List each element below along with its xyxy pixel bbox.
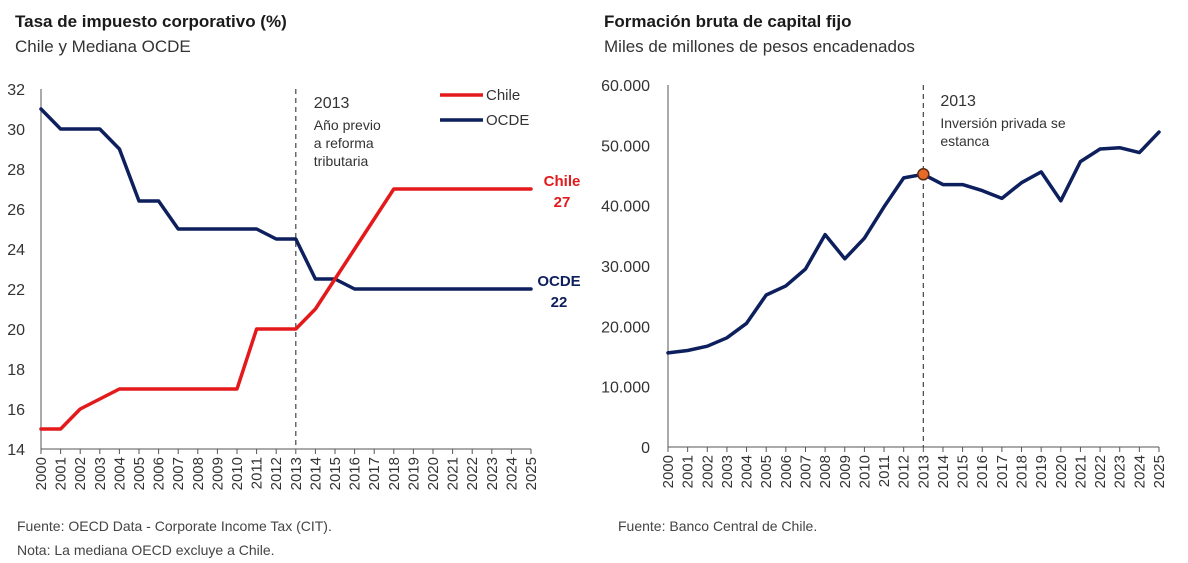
fbcf-x-tick-label: 2016	[974, 455, 991, 488]
fbcf-x-tick-label: 2025	[1151, 455, 1168, 488]
left-chart-title: Tasa de impuesto corporativo (%)	[15, 12, 287, 31]
tax-x-tick-label: 2012	[268, 457, 285, 490]
fbcf-annotation-text: estanca	[940, 133, 989, 149]
tax-y-tick-label: 30	[7, 122, 25, 139]
tax-x-tick-label: 2008	[190, 457, 207, 490]
fbcf-y-tick-label: 0	[641, 440, 650, 457]
tax-x-tick-label: 2011	[249, 457, 266, 489]
tax-y-tick-label: 14	[7, 442, 25, 459]
fbcf-annotation-text: Inversión privada se	[940, 115, 1066, 131]
tax-x-tick-label: 2006	[151, 457, 168, 490]
chile-series-line	[39, 187, 533, 431]
fbcf-x-tick-label: 2014	[935, 455, 952, 488]
fbcf-x-tick-label: 2015	[955, 455, 972, 488]
tax-y-tick-label: 16	[7, 402, 25, 419]
left-footnote: Nota: La mediana OECD excluye a Chile.	[17, 542, 275, 558]
fbcf-x-tick-label: 2024	[1131, 455, 1148, 488]
ocde-end-name: OCDE	[537, 273, 580, 290]
fbcf-x-tick-label: 2011	[876, 455, 893, 487]
chile-end-name: Chile	[544, 173, 581, 190]
tax-x-tick-label: 2018	[386, 457, 403, 490]
chile-end-value: 27	[554, 194, 571, 211]
fbcf-x-tick-label: 2004	[739, 455, 756, 488]
capital-formation-chart: 0 10.000 20.000 30.000 40.000 50.000 60.000 200…	[601, 78, 1168, 488]
tax-annotation-text: a reforma	[314, 135, 374, 151]
fbcf-x-tick-label: 2001	[680, 455, 697, 488]
tax-x-tick-label: 2009	[209, 457, 226, 490]
tax-x-tick-label: 2016	[347, 457, 364, 490]
fbcf-x-tick-label: 2009	[837, 455, 854, 488]
tax-annotation-year: 2013	[314, 95, 350, 112]
tax-y-tick-label: 20	[7, 322, 25, 339]
fbcf-2013-marker	[917, 168, 930, 181]
tax-x-tick-label: 2019	[405, 457, 422, 490]
tax-x-tick-label: 2021	[445, 457, 462, 490]
tax-x-tick-label: 2005	[131, 457, 148, 490]
left-chart-subtitle: Chile y Mediana OCDE	[15, 37, 191, 56]
fbcf-x-tick-label: 2000	[660, 455, 677, 488]
left-chart-panel: Tasa de impuesto corporativo (%) Chile y…	[7, 12, 581, 558]
ocde-series-line	[39, 107, 533, 291]
fbcf-x-tick-label: 2018	[1014, 455, 1031, 488]
tax-annotation-text: Año previo	[314, 117, 381, 133]
fbcf-x-tick-label: 2003	[719, 455, 736, 488]
fbcf-y-tick-label: 50.000	[601, 138, 650, 155]
tax-x-tick-label: 2002	[72, 457, 89, 490]
tax-x-tick-label: 2020	[425, 457, 442, 490]
tax-y-tick-label: 22	[7, 282, 25, 299]
fbcf-x-tick-label: 2021	[1072, 455, 1089, 488]
legend-ocde-label: OCDE	[486, 112, 529, 129]
fbcf-y-tick-label: 40.000	[601, 199, 650, 216]
tax-x-tick-label: 2017	[366, 457, 383, 490]
fbcf-x-tick-label: 2005	[758, 455, 775, 488]
left-source-note: Fuente: OECD Data - Corporate Income Tax…	[17, 518, 332, 534]
fbcf-x-tick-label: 2023	[1112, 455, 1129, 488]
fbcf-x-tick-label: 2008	[817, 455, 834, 488]
fbcf-x-tick-label: 2013	[915, 455, 932, 488]
fbcf-x-tick-label: 2022	[1092, 455, 1109, 488]
tax-y-tick-label: 26	[7, 202, 25, 219]
tax-y-tick-label: 24	[7, 242, 25, 259]
fbcf-x-tick-label: 2017	[994, 455, 1011, 488]
tax-x-tick-label: 2024	[503, 457, 520, 490]
tax-x-tick-label: 2014	[307, 457, 324, 490]
tax-y-tick-label: 32	[7, 82, 25, 99]
tax-y-tick-label: 18	[7, 362, 25, 379]
tax-x-tick-label: 2010	[229, 457, 246, 490]
fbcf-annotation-year: 2013	[940, 93, 976, 110]
fbcf-x-tick-label: 2010	[856, 455, 873, 488]
fbcf-x-tick-label: 2020	[1053, 455, 1070, 488]
fbcf-y-tick-label: 20.000	[601, 319, 650, 336]
tax-x-tick-label: 2023	[484, 457, 501, 490]
fbcf-y-tick-label: 30.000	[601, 259, 650, 276]
right-source-note: Fuente: Banco Central de Chile.	[618, 518, 818, 534]
right-chart-subtitle: Miles de millones de pesos encadenados	[604, 37, 915, 56]
tax-x-tick-label: 2022	[464, 457, 481, 490]
tax-x-tick-label: 2007	[170, 457, 187, 490]
fbcf-x-tick-label: 2002	[699, 455, 716, 488]
fbcf-y-tick-label: 10.000	[601, 380, 650, 397]
tax-x-tick-label: 2001	[53, 457, 70, 490]
right-chart-panel: Formación bruta de capital fijo Miles de…	[595, 0, 1188, 563]
tax-x-tick-label: 2000	[33, 457, 50, 490]
legend-chile-label: Chile	[486, 87, 520, 104]
tax-y-tick-label: 28	[7, 162, 25, 179]
tax-x-tick-label: 2004	[111, 457, 128, 490]
fbcf-x-tick-label: 2006	[778, 455, 795, 488]
tax-x-tick-label: 2013	[288, 457, 305, 490]
tax-x-tick-label: 2003	[92, 457, 109, 490]
right-chart-title: Formación bruta de capital fijo	[604, 12, 852, 31]
fbcf-x-tick-label: 2007	[797, 455, 814, 488]
fbcf-x-tick-label: 2019	[1033, 455, 1050, 488]
fbcf-y-tick-label: 60.000	[601, 78, 650, 95]
fbcf-x-tick-label: 2012	[896, 455, 913, 488]
tax-x-tick-label: 2025	[523, 457, 540, 490]
ocde-end-value: 22	[551, 294, 568, 311]
tax-annotation-text: tributaria	[314, 153, 369, 169]
tax-x-tick-label: 2015	[327, 457, 344, 490]
fbcf-series-line	[666, 130, 1161, 355]
